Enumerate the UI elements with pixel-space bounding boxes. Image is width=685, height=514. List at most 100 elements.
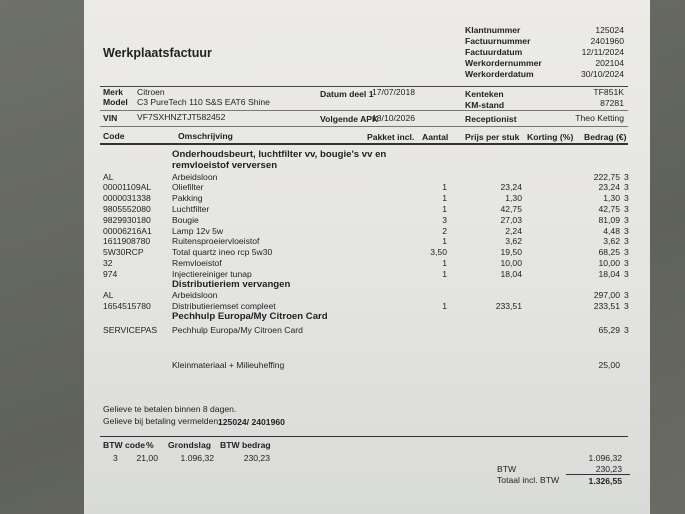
- line-quantity: 1: [442, 301, 447, 312]
- line-code: 9829930180: [103, 214, 151, 225]
- line-description: Arbeidsloon: [172, 171, 218, 182]
- line-quantity: 3,50: [430, 247, 447, 258]
- divider: [100, 143, 628, 145]
- line-vat-code: 3: [624, 193, 629, 204]
- line-amount: 3,62: [603, 236, 620, 247]
- apk-label: Volgende APK: [320, 114, 379, 124]
- vat-col-pct: %: [146, 440, 154, 450]
- line-unit-price: 42,75: [500, 204, 522, 214]
- line-quantity: 3: [442, 214, 447, 225]
- col-prijs: Prijs per stuk: [465, 132, 520, 142]
- col-bedrag: Bedrag (€): [584, 132, 627, 142]
- meta-value: 30/10/2024: [580, 69, 624, 79]
- payment-reference: 125024/ 2401960: [218, 417, 285, 427]
- model-label: Model: [103, 97, 128, 107]
- line-description: Pakking: [172, 193, 203, 204]
- kenteken-value: TF851K: [593, 87, 624, 97]
- line-amount: 1,30: [603, 193, 620, 204]
- meta-label: Werkorderdatum: [465, 69, 534, 79]
- line-quantity: 1: [442, 193, 447, 204]
- vin-label: VIN: [103, 113, 118, 123]
- datum-deel1-value: 17/07/2018: [372, 87, 416, 97]
- line-vat-code: 3: [624, 247, 629, 258]
- meta-label: Werkordernummer: [465, 58, 542, 68]
- km-value: 87281: [600, 98, 624, 108]
- line-vat-code: 3: [624, 301, 629, 312]
- vat-col-code: BTW code: [103, 440, 146, 450]
- apk-value: 18/10/2026: [372, 113, 416, 123]
- btw-label: BTW: [497, 464, 517, 474]
- line-unit-price: 233,51: [495, 301, 522, 312]
- total-label: Totaal incl. BTW: [497, 475, 560, 485]
- invoice-paper: [84, 0, 650, 514]
- line-amount: 25,00: [598, 359, 620, 370]
- line-amount: 68,25: [598, 247, 620, 258]
- btw-amount: 230,23: [595, 464, 622, 474]
- line-description: Luchtfilter: [172, 204, 210, 214]
- line-code: 1654515780: [103, 301, 151, 312]
- line-amount: 4,48: [603, 225, 620, 236]
- total-divider: [566, 474, 630, 475]
- line-description: Distributieriemset compleet: [172, 301, 276, 312]
- meta-value: 2401960: [590, 36, 624, 46]
- line-code: 32: [103, 258, 113, 268]
- col-korting: Korting (%): [527, 132, 574, 142]
- line-amount: 65,29: [598, 324, 620, 335]
- divider: [100, 110, 628, 111]
- payment-reference-label: Gelieve bij betaling vermelden:: [103, 416, 221, 426]
- line-amount: 42,75: [598, 204, 620, 214]
- line-amount: 23,24: [598, 182, 620, 193]
- section-heading: Pechhulp Europa/My Citroen Card: [172, 311, 328, 322]
- line-unit-price: 3,62: [505, 236, 522, 247]
- vat-amount: 230,23: [243, 453, 270, 463]
- meta-value: 202104: [595, 58, 624, 68]
- line-amount: 18,04: [598, 268, 620, 279]
- line-amount: 297,00: [593, 290, 620, 301]
- line-code: AL: [103, 290, 114, 301]
- line-code: AL: [103, 171, 114, 182]
- col-omschrijving: Omschrijving: [178, 131, 233, 141]
- line-description: Remvloeistof: [172, 258, 222, 268]
- section-heading: Distributieriem vervangen: [172, 278, 291, 290]
- meta-value: 125024: [595, 25, 624, 35]
- line-description: Pechhulp Europa/My Citroen Card: [172, 324, 303, 335]
- vat-base: 1.096,32: [180, 453, 214, 463]
- invoice-title: Werkplaatsfactuur: [103, 46, 212, 60]
- meta-label: Factuurnummer: [465, 36, 531, 46]
- line-description: Total quartz ineo rcp 5w30: [172, 247, 273, 258]
- line-quantity: 1: [442, 258, 447, 268]
- line-code: 974: [103, 268, 118, 279]
- merk-label: Merk: [103, 87, 124, 97]
- line-code: 0000031338: [103, 193, 151, 204]
- line-description: Injectiereiniger tunap: [172, 268, 252, 279]
- line-quantity: 2: [442, 225, 447, 236]
- line-description: Kleinmateriaal + Milieuheffing: [172, 359, 285, 370]
- line-unit-price: 27,03: [500, 214, 522, 225]
- line-unit-price: 19,50: [500, 247, 522, 258]
- divider: [100, 126, 628, 127]
- payment-terms: Gelieve te betalen binnen 8 dagen.: [103, 404, 237, 414]
- col-code: Code: [103, 131, 125, 141]
- vat-col-amount: BTW bedrag: [220, 440, 271, 450]
- line-quantity: 1: [442, 268, 447, 279]
- meta-label: Factuurdatum: [465, 47, 523, 57]
- line-quantity: 1: [442, 236, 447, 247]
- line-vat-code: 3: [624, 214, 629, 225]
- line-unit-price: 1,30: [505, 193, 522, 204]
- line-code: SERVICEPAS: [103, 324, 158, 335]
- total-amount: 1.326,55: [588, 476, 622, 486]
- receptionist-label: Receptionist: [465, 114, 517, 124]
- receptionist-value: Theo Ketting: [575, 113, 624, 123]
- vat-pct: 21,00: [136, 453, 158, 463]
- line-amount: 222,75: [593, 171, 620, 182]
- line-code: 00006216A1: [103, 225, 152, 236]
- line-vat-code: 3: [624, 258, 629, 268]
- line-vat-code: 3: [624, 268, 629, 279]
- line-vat-code: 3: [624, 225, 629, 236]
- line-vat-code: 3: [624, 204, 629, 214]
- subtotal: 1.096,32: [588, 453, 622, 463]
- line-amount: 233,51: [593, 301, 620, 312]
- merk-value: Citroen: [137, 87, 165, 97]
- meta-label: Klantnummer: [465, 25, 521, 35]
- divider: [100, 436, 628, 437]
